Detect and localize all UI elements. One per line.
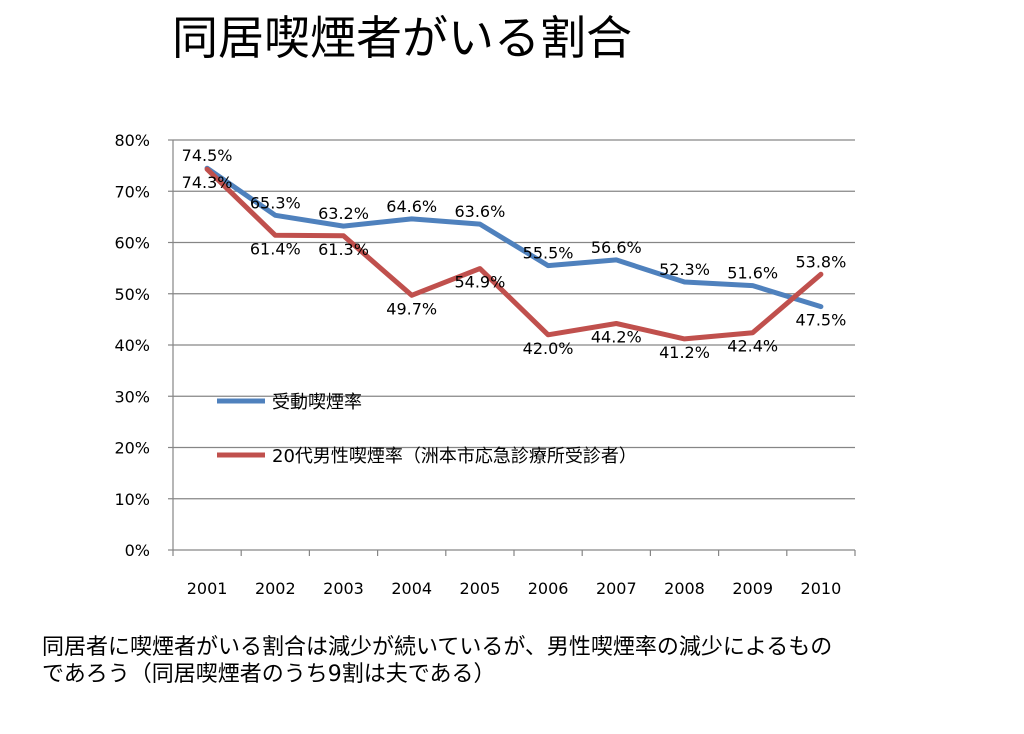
caption-line-1: 同居者に喫煙者がいる割合は減少が続いているが、男性喫煙率の減少によるもの [42,635,833,660]
data-label: 52.3% [659,260,710,279]
data-label: 61.3% [318,240,369,259]
data-label: 54.9% [454,273,505,292]
y-tick-label: 10% [114,490,150,509]
y-tick-label: 30% [114,387,150,406]
y-tick-label: 50% [114,285,150,304]
x-tick-label: 2008 [664,579,705,598]
x-tick-label: 2001 [187,579,228,598]
data-label: 55.5% [523,244,574,263]
line-chart: 0%10%20%30%40%50%60%70%80% 2001 2002 2003 2… [114,131,856,598]
slide-caption: 同居者に喫煙者がいる割合は減少が続いているが、男性喫煙率の減少によるもの であろ… [42,634,1002,688]
data-labels: 74.5% 65.3% 63.2% 64.6% 63.6% 55.5% 56.6% 52.3%… [182,146,847,362]
data-label: 51.6% [727,264,778,283]
series-lines [204,165,824,342]
data-label: 65.3% [250,193,301,212]
slide-title: 同居喫煙者がいる割合 [172,11,632,65]
data-label: 42.4% [727,337,778,356]
legend-label: 20代男性喫煙率（洲本市応急診療所受診者） [272,446,637,467]
y-tick-label: 0% [125,541,150,560]
data-label: 61.4% [250,239,301,258]
data-label: 63.6% [454,202,505,221]
series-line [204,165,824,310]
x-tick-label: 2004 [391,579,432,598]
data-label: 63.2% [318,204,369,223]
chart-legend: 受動喫煙率 20代男性喫煙率（洲本市応急診療所受診者） [217,392,637,467]
x-tick-label: 2007 [596,579,637,598]
x-tick-label: 2003 [323,579,364,598]
x-axis-labels: 2001 2002 2003 2004 2005 2006 2007 2008 2009 2010 [187,579,842,598]
y-axis-labels: 0% 10% 20% 30% 40% 50% 60% 70% 80% [114,131,150,560]
legend-label: 受動喫煙率 [272,392,362,413]
series-line [204,166,824,342]
data-label: 49.7% [386,299,437,318]
y-tick-label: 20% [114,439,150,458]
data-label: 56.6% [591,238,642,257]
y-tick-label: 60% [114,234,150,253]
data-label: 74.5% [182,146,233,165]
x-tick-label: 2005 [460,579,501,598]
x-tick-label: 2006 [528,579,569,598]
x-tick-label: 2010 [801,579,842,598]
x-tick-label: 2002 [255,579,296,598]
data-label: 44.2% [591,327,642,346]
data-label: 42.0% [523,339,574,358]
data-label: 64.6% [386,197,437,216]
x-tick-label: 2009 [732,579,773,598]
chart-axes [168,139,856,556]
data-label: 41.2% [659,343,710,362]
data-label: 74.3% [182,173,233,192]
y-tick-label: 80% [114,131,150,150]
caption-line-2: であろう（同居喫煙者のうち9割は夫である） [42,662,496,687]
data-label: 53.8% [795,252,846,271]
data-label: 47.5% [795,311,846,330]
y-tick-label: 40% [114,336,150,355]
y-tick-label: 70% [114,182,150,201]
